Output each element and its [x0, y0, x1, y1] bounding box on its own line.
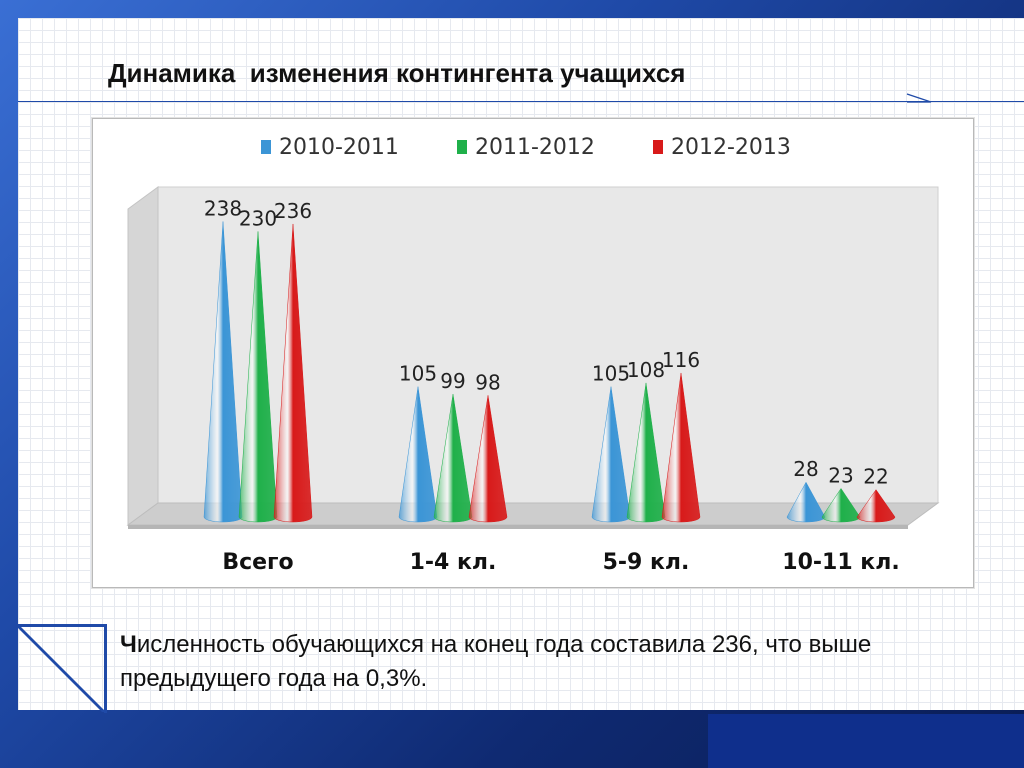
caption-text: исленность обучающихся на конец года сос…	[120, 631, 872, 692]
bottom-accent-block	[708, 714, 1024, 768]
corner-decoration	[18, 624, 107, 713]
data-label: 236	[274, 199, 312, 223]
caption-initial: Ч	[120, 631, 137, 658]
slide-title: Динамика изменения контингента учащихся	[108, 58, 686, 88]
cone-bar	[468, 395, 508, 523]
title-underline	[18, 101, 1024, 102]
data-label: 230	[239, 206, 277, 230]
data-label: 22	[863, 465, 888, 489]
cone-bar	[856, 489, 896, 523]
data-label: 105	[399, 362, 437, 386]
data-label: 99	[440, 369, 465, 393]
category-label: Всего	[222, 550, 293, 575]
chart-frame: 2010-2011 2011-2012 2012-2013 238 230 236 Всег…	[92, 118, 974, 588]
chart-floor-edge	[128, 525, 908, 529]
legend-label: 2012-2013	[671, 135, 791, 160]
corner-diagonal-icon	[18, 624, 106, 712]
chart-back-wall	[157, 186, 939, 504]
cone-bar	[273, 223, 313, 523]
data-label: 105	[592, 362, 630, 386]
category-label: 10-11 кл.	[782, 550, 899, 575]
title-arrow-icon	[906, 93, 932, 103]
data-label: 98	[475, 370, 500, 394]
data-label: 116	[662, 348, 700, 372]
legend-swatch	[261, 140, 271, 154]
legend-swatch	[457, 140, 467, 154]
data-label: 28	[793, 457, 818, 481]
cone-bar	[661, 372, 701, 523]
data-label: 238	[204, 196, 242, 220]
category-label: 5-9 кл.	[603, 550, 690, 575]
data-label: 23	[828, 463, 853, 487]
legend-label: 2011-2012	[475, 135, 595, 160]
legend-swatch	[653, 140, 663, 154]
legend-label: 2010-2011	[279, 135, 399, 160]
category-label: 1-4 кл.	[410, 550, 497, 575]
chart-side-wall	[127, 186, 159, 526]
data-label: 108	[627, 358, 665, 382]
slide-caption: Численность обучающихся на конец года со…	[120, 628, 980, 696]
